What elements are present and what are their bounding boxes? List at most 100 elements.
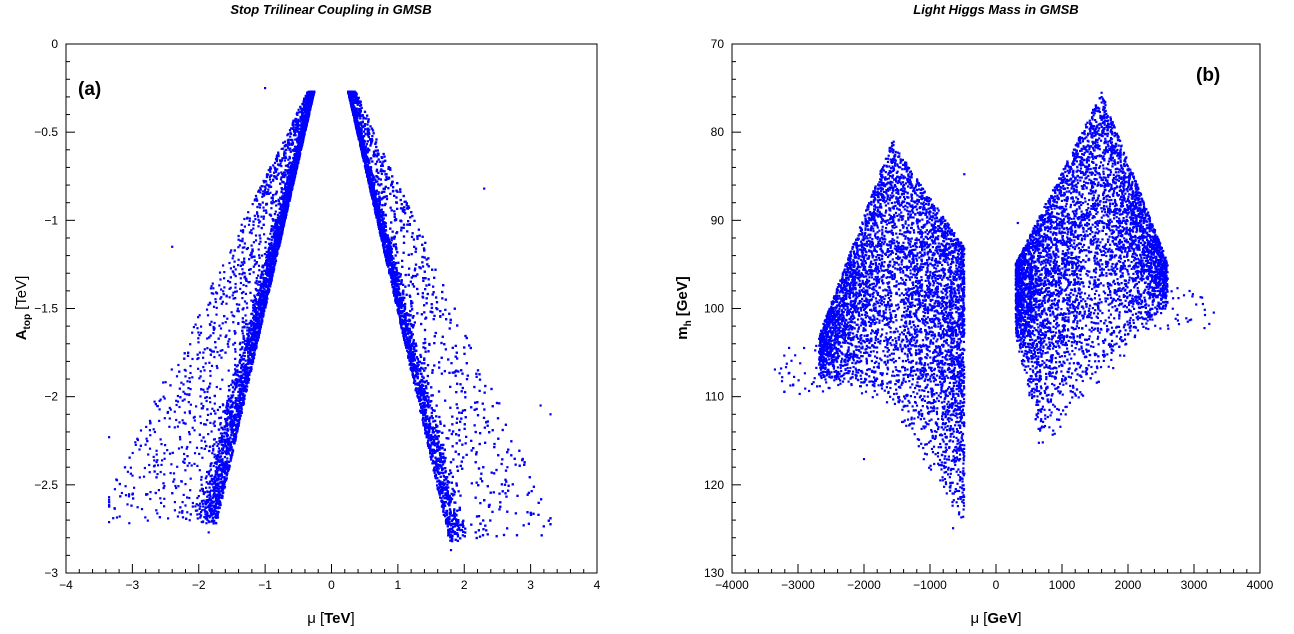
chart-a-point [177,485,180,488]
chart-a-point [259,220,262,223]
chart-a-point [198,334,201,337]
chart-a-point [197,495,200,498]
chart-a-point [152,465,156,468]
chart-a-point [275,238,278,241]
chart-a-point [258,269,261,272]
chart-a-point [219,493,222,496]
chart-a-point [128,456,131,459]
chart-a-point [208,301,211,304]
chart-a-point [205,486,208,489]
chart-a-point [179,506,182,509]
chart-a-point [221,488,224,491]
chart-a-point [160,463,163,466]
chart-a-point [296,129,299,132]
chart-a-point [285,148,288,151]
chart-a-point [241,384,245,388]
chart-a-point [142,475,146,478]
chart-a-point [274,167,277,170]
chart-a-point [217,507,220,510]
chart-a-point [270,207,273,210]
chart-a-point [198,314,201,317]
chart-a-point [263,288,266,291]
chart-a-point [220,472,223,475]
chart-a-point [287,177,290,180]
chart-a-point [295,149,298,152]
chart-a-point [156,512,159,515]
chart-a-point [115,479,119,482]
chart-a-point [264,277,267,280]
chart-a-point [244,292,247,295]
chart-a-point [206,499,209,503]
chart-a-point [247,211,250,214]
chart-a-point [237,423,240,426]
chart-a-point [203,447,206,450]
chart-a-point [143,466,146,470]
chart-a-point [290,127,293,130]
chart-a-point [280,176,283,179]
chart-a-point [191,331,194,334]
chart-a-point [204,396,207,399]
chart-a-point [260,312,263,315]
chart-a-point [250,368,253,371]
chart-a-point [267,265,270,268]
chart-a-point [231,396,234,399]
chart-a-point [196,464,199,467]
chart-a-point [234,297,237,300]
chart-a-point [149,497,152,501]
chart-a-point [159,438,162,441]
chart-a-point [259,186,262,189]
chart-a-point [176,400,180,403]
chart-a-point [206,408,209,411]
chart-a-point [265,279,268,282]
chart-a-point [220,477,223,481]
chart-a-point [280,191,283,194]
chart-a-point [208,480,211,483]
chart-a-point [287,169,290,172]
chart-a-point [242,290,245,294]
chart-a-point [236,428,239,431]
chart-a-point [145,425,148,428]
chart-a-point [247,335,250,338]
chart-a-point [221,300,224,303]
chart-a-point [262,286,265,289]
chart-a-point [238,392,242,395]
chart-a-point [217,442,220,446]
chart-a-point [228,338,231,341]
chart-a-point [158,408,161,411]
chart-a-point [241,251,244,254]
chart-a-point [154,491,157,495]
chart-a-point [206,337,209,340]
chart-a-point [217,458,220,461]
chart-a-point [234,363,237,367]
chart-a-point [277,199,280,202]
chart-a-point [221,491,224,495]
chart-a-point [235,425,238,428]
chart-a-point [118,515,121,518]
chart-a-point [240,347,243,350]
chart-a-point [232,401,235,405]
chart-a-point [163,457,166,460]
chart-a-point [180,446,183,449]
chart-a-point [234,286,237,289]
chart-a-point [212,292,215,295]
chart-a-point [209,482,212,485]
chart-a-point [229,397,232,400]
chart-a-point [200,402,203,405]
chart-a-point [297,157,301,160]
chart-a-point [262,215,265,218]
chart-a-point [186,511,189,514]
chart-a-point [264,296,267,299]
chart-a-point [237,408,240,411]
chart-a-point [186,496,189,499]
chart-a-point [228,281,232,284]
chart-a-point [287,146,290,149]
chart-a-point [270,185,273,188]
chart-a-point [279,215,282,218]
chart-a-point [226,407,229,410]
chart-a-point [204,423,207,426]
chart-a-point [250,332,253,335]
chart-a-point [183,461,186,464]
chart-a-point [273,260,276,263]
chart-a-point [214,300,217,304]
chart-a-point [271,266,274,270]
